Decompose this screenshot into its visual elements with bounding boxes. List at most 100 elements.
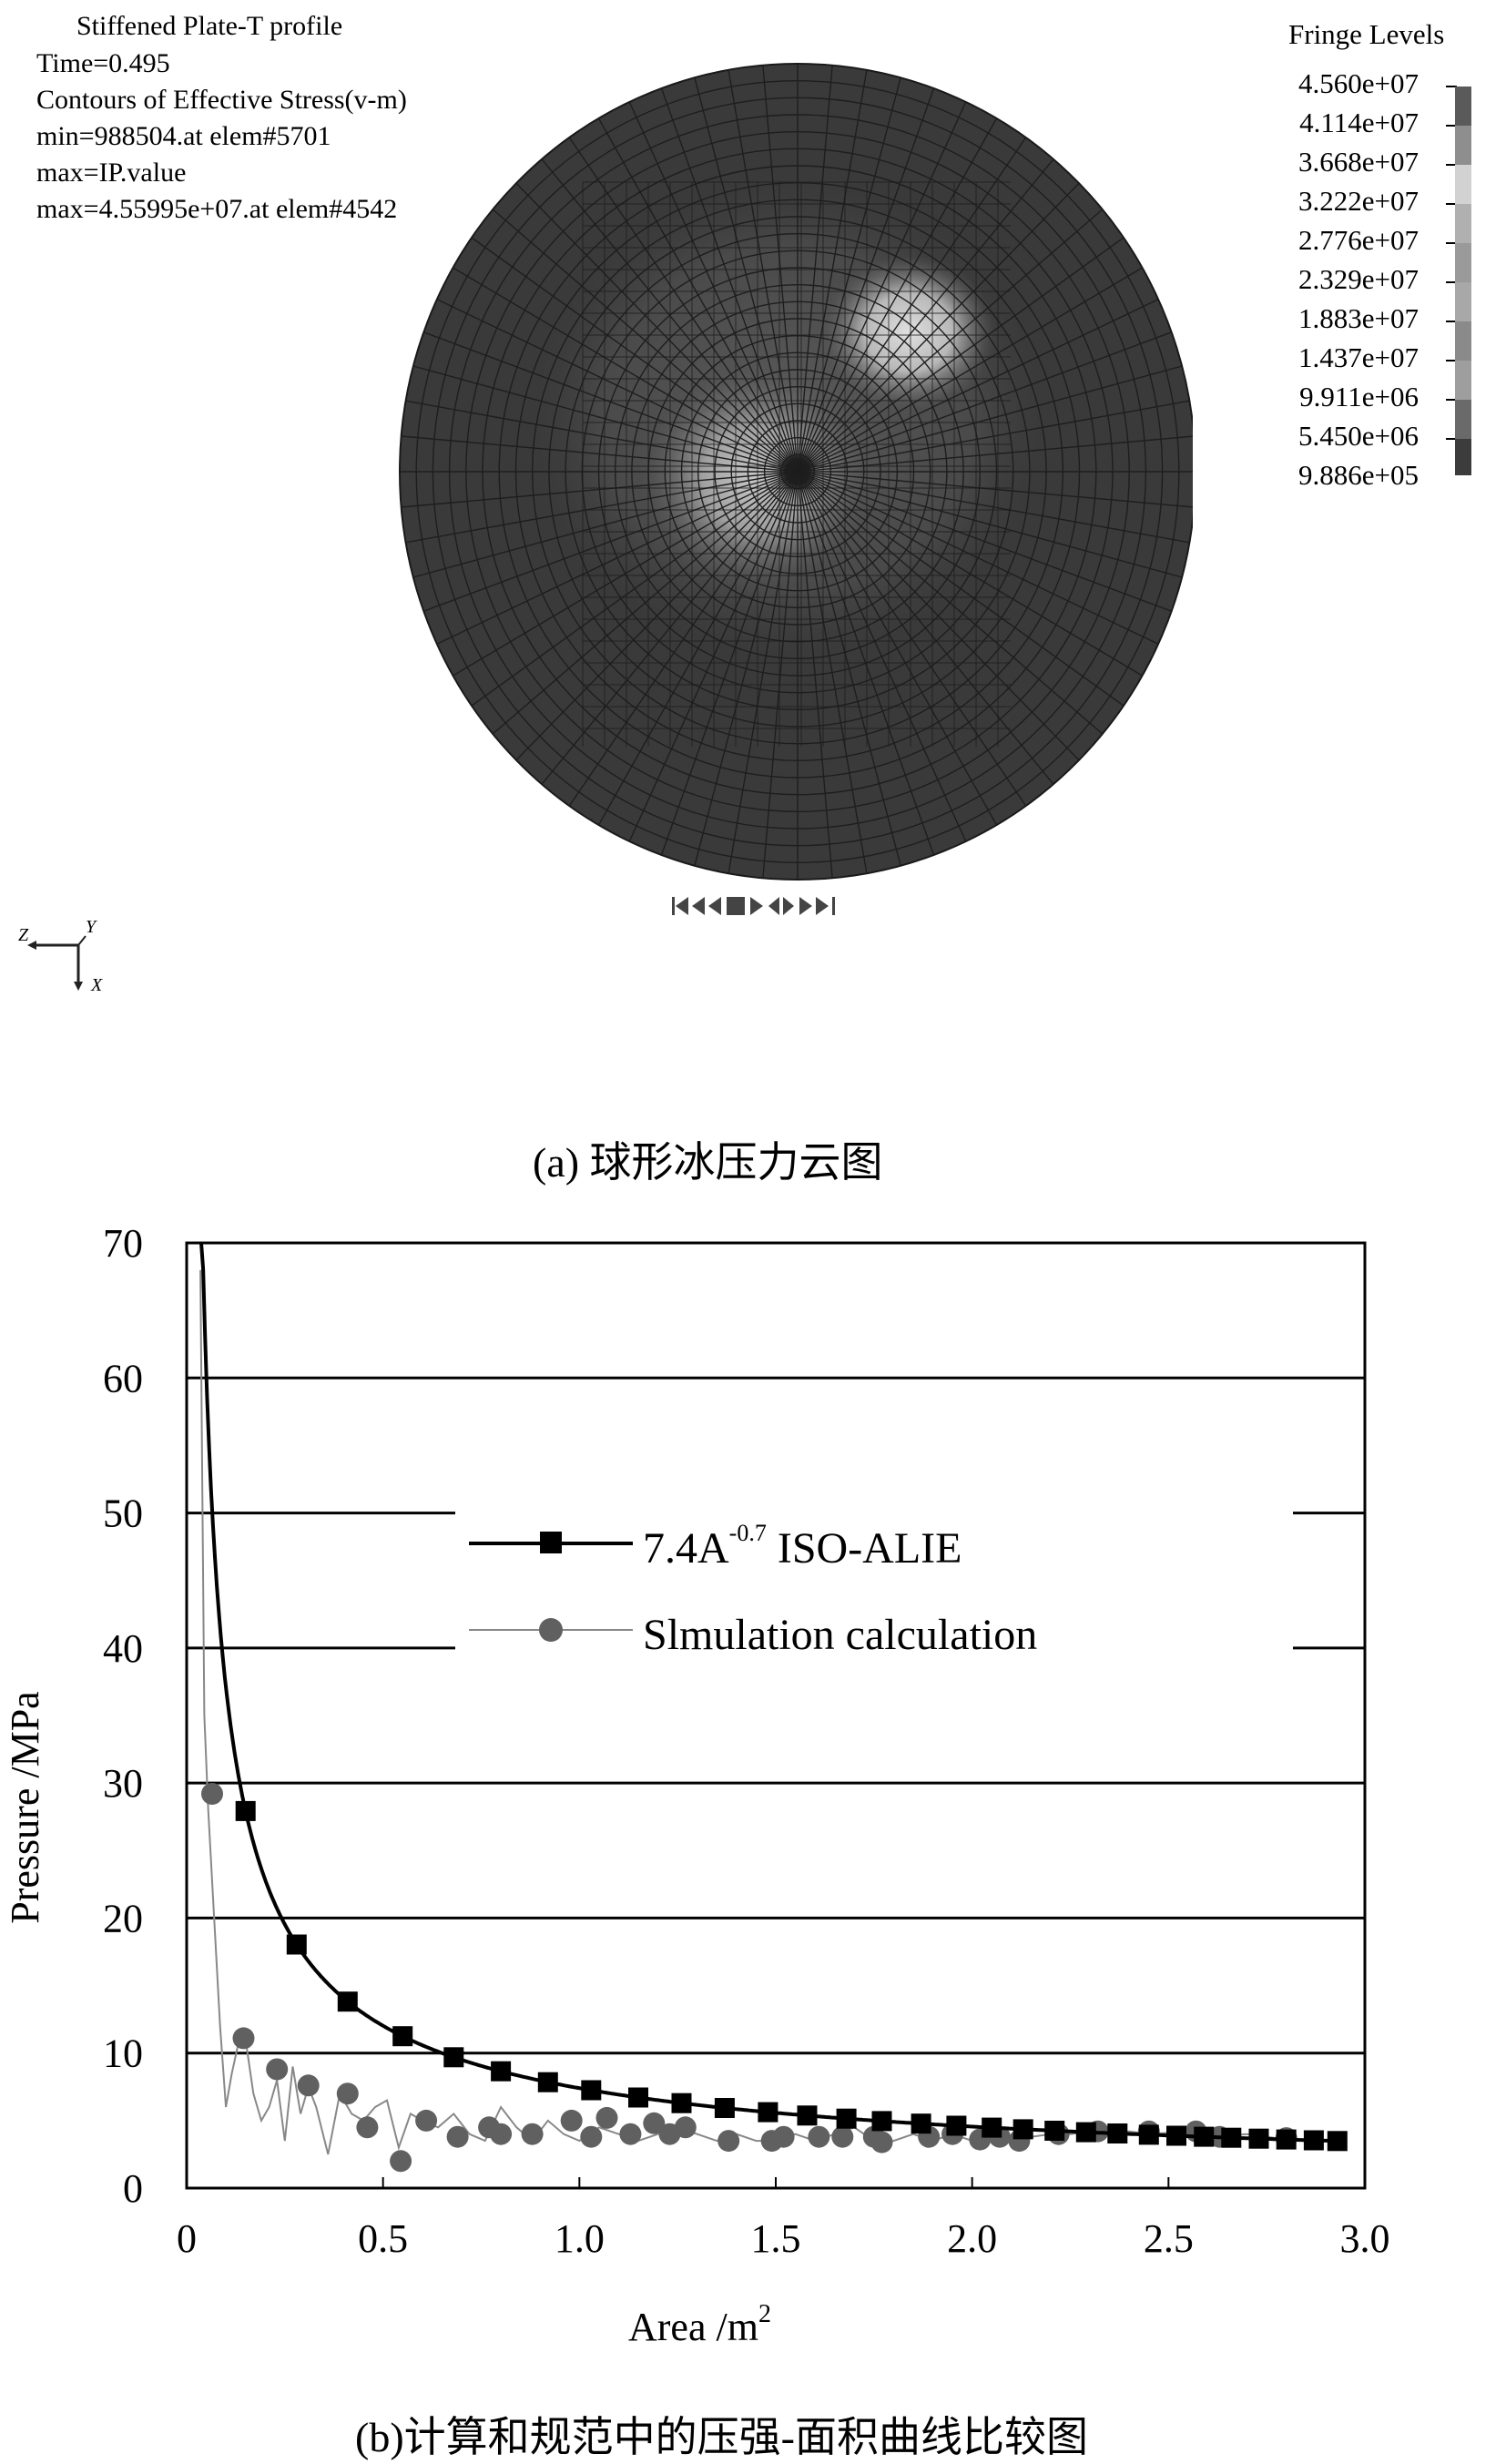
y-tick-label: 10 [103,2031,143,2076]
iso-point [946,2115,967,2136]
iso-point [1166,2125,1186,2146]
plot-frame [185,1241,1367,2190]
fringe-color-bar [1446,86,1471,475]
sim-point [415,2109,438,2132]
caption-b: (b)计算和规范中的压强-面积曲线比较图 [355,2414,1088,2460]
y-axis-ticks: 0 10 20 30 40 50 60 70 [103,1221,198,2211]
sim-point [674,2116,697,2139]
caption-a: (a) 球形冰压力云图 [533,1139,883,1186]
series-iso-alie [199,1242,1348,2152]
x-tick-label: 1.5 [751,2216,801,2261]
iso-point [836,2108,857,2129]
fringe-color-swatch [1455,243,1471,282]
iso-point [491,2061,512,2082]
iso-point [1075,2122,1096,2143]
fringe-color-swatch [1455,400,1471,439]
fringe-color-swatch [1455,282,1471,321]
fringe-level-label: 1.883e+07 [1298,302,1419,334]
fringe-level-label: 1.437e+07 [1298,341,1419,373]
stress-contour-plot [399,63,1193,881]
fringe-color-swatch [1455,87,1471,126]
iso-point [1138,2124,1159,2145]
sim-point [490,2123,513,2145]
fringe-color-swatch [1455,204,1471,243]
legend: 7.4A-0.7 ISO-ALIE Slmulation calculation [455,1492,1293,1701]
x-axis-ticks: 0 0.5 1.0 1.5 2.0 2.5 3.0 [177,2177,1390,2261]
series-simulation [199,1269,1297,2173]
fringe-level-label: 4.560e+07 [1298,67,1419,99]
y-tick-label: 40 [103,1626,143,1671]
fringe-level-label: 2.776e+07 [1298,224,1419,256]
info-max-ip: max=IP.value [36,158,187,188]
sim-point [521,2123,544,2145]
iso-point [235,1800,256,1821]
iso-point [982,2117,1002,2138]
legend-iso-label: 7.4A-0.7 ISO-ALIE [643,1520,962,1573]
x-tick-label: 2.5 [1144,2216,1194,2261]
y-tick-label: 60 [103,1356,143,1400]
fringe-level-label: 3.668e+07 [1298,146,1419,178]
sim-point [446,2125,469,2148]
fringe-level-label: 9.911e+06 [1299,381,1419,412]
triad-y-label: Y [86,917,97,937]
fringe-color-swatch [1455,439,1471,475]
sim-point [808,2125,830,2148]
sim-point [336,2082,359,2105]
sim-point [201,1783,223,1805]
sim-point [772,2125,795,2148]
legend-iso-marker [540,1532,562,1553]
iso-point [1044,2121,1065,2141]
y-axis-label: Pressure /MPa [3,1691,47,1923]
iso-point [911,2113,931,2134]
horizontal-grid [187,1376,1365,2055]
iso-point [1012,2119,1033,2140]
info-time: Time=0.495 [36,48,170,78]
legend-iso-suffix: ISO-ALIE [767,1524,962,1573]
iso-point [628,2087,648,2108]
sim-point [643,2112,666,2134]
fringe-level-label: 3.222e+07 [1298,185,1419,217]
y-tick-label: 70 [103,1221,143,1266]
fringe-color-swatch [1455,321,1471,361]
axis-triad: Z Y X [18,917,103,995]
sim-point [356,2116,379,2139]
x-tick-label: 0 [177,2216,197,2261]
sim-point [831,2125,854,2148]
sim-point [717,2130,740,2153]
iso-point [714,2098,735,2118]
sim-point [297,2074,320,2097]
pressure-area-chart: 0 10 20 30 40 50 60 70 0 0.5 1.0 1.5 2.0 2.5 3.0 7.4A… [3,1221,1390,2349]
fringe-levels-title: Fringe Levels [1288,18,1445,50]
iso-point [671,2092,692,2113]
iso-point [337,1991,358,2012]
playback-controls[interactable] [670,892,843,920]
iso-point [1276,2129,1297,2150]
legend-background [455,1492,1293,1701]
iso-point [537,2072,558,2092]
iso-point [1327,2131,1348,2152]
y-tick-label: 30 [103,1761,143,1806]
legend-sim-label: Slmulation calculation [643,1611,1037,1659]
iso-point [1107,2123,1128,2143]
fringe-level-label: 5.450e+06 [1298,420,1419,452]
sim-point [619,2123,642,2145]
fringe-color-swatch [1455,165,1471,204]
iso-point [797,2105,818,2126]
triad-x-label: X [90,975,103,995]
iso-point [443,2047,464,2068]
iso-point [1303,2130,1324,2151]
info-min: min=988504.at elem#5701 [36,121,331,151]
iso-point [1194,2126,1215,2147]
info-contours: Contours of Effective Stress(v-m) [36,85,407,115]
iso-point [286,1934,307,1955]
sim-point [870,2131,893,2153]
legend-iso-exponent: -0.7 [729,1520,767,1546]
x-tick-label: 0.5 [358,2216,408,2261]
sim-point [266,2058,289,2081]
fringe-level-label: 4.114e+07 [1299,107,1419,138]
x-tick-label: 2.0 [947,2216,997,2261]
triad-z-label: Z [18,925,29,945]
x-axis-label: Area /m2 [628,2300,771,2349]
x-axis-label-text: Area /m [628,2305,758,2349]
fringe-level-label: 9.886e+05 [1298,459,1419,491]
